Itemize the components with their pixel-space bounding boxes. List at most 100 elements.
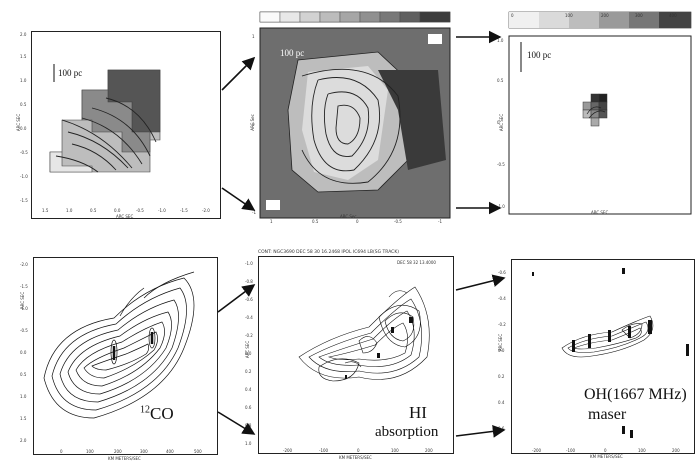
x-tick: -1.0 — [158, 208, 166, 213]
arrow-top-left-to-middle-down — [221, 187, 256, 211]
x-tick: -0.5 — [136, 208, 144, 213]
y-tick: -0.2 — [245, 333, 253, 338]
colorbar-tick: 0 — [511, 13, 514, 18]
y-tick: -0.5 — [20, 328, 28, 333]
x-tick: -100 — [566, 448, 576, 453]
x-tick: 200 — [672, 448, 680, 453]
y-tick: -0.8 — [245, 279, 253, 284]
y-tick: -1.0 — [497, 204, 505, 209]
y-tick: 0.8 — [245, 423, 252, 428]
y-tick: -0.6 — [498, 270, 506, 275]
y-tick: 0 — [252, 122, 255, 127]
x-tick: 0 — [357, 448, 360, 453]
x-tick: 200 — [425, 448, 433, 453]
x-tick: 100 — [391, 448, 399, 453]
x-axis-label: ARC Sec — [340, 214, 357, 219]
x-tick: 0 — [356, 219, 359, 224]
x-tick: -1.5 — [180, 208, 188, 213]
y-tick: 0.0 — [20, 126, 27, 131]
top-right-map — [508, 11, 692, 215]
x-tick: 1 — [270, 219, 273, 224]
y-tick: 0.0 — [245, 351, 252, 356]
y-tick: 1.5 — [20, 416, 27, 421]
scale-label: 100 pc — [527, 50, 552, 60]
scale-label: 100 pc — [280, 48, 305, 58]
x-tick: 100 — [638, 448, 646, 453]
y-tick: 0.0 — [498, 348, 505, 353]
x-axis-label: KM METERS/SEC — [339, 455, 372, 460]
x-axis-label: ARC SEC — [116, 214, 134, 219]
arrow-top-left-to-middle-up — [221, 56, 256, 91]
colorbar-tick: 400 — [669, 13, 677, 18]
x-tick: 100 — [86, 449, 94, 454]
y-tick: -0.5 — [20, 150, 28, 155]
header-text: CONT: NGC3690 DEC 58 30 16.2468 IPOL IC6… — [258, 250, 400, 255]
co-label-superscript: 12 — [140, 404, 150, 416]
arrow-bottom-middle-to-right-down — [455, 425, 506, 438]
x-axis-label: ARC SEC — [591, 210, 609, 215]
x-axis-label: KM METERS/SEC — [590, 454, 623, 459]
y-tick: -0.5 — [497, 162, 505, 167]
y-tick: 1 — [252, 34, 255, 39]
hi-label-line2: absorption — [375, 424, 439, 440]
y-tick: -0.6 — [245, 297, 253, 302]
x-tick: -200 — [532, 448, 542, 453]
y-tick: 0 — [497, 120, 500, 125]
hi-contour-plot — [298, 286, 430, 382]
oh-label-line2: maser — [588, 406, 627, 423]
y-tick: 1.0 — [245, 441, 252, 446]
top-middle-map — [259, 11, 451, 219]
x-tick: 500 — [194, 449, 202, 454]
x-tick: -100 — [319, 448, 329, 453]
x-tick: 200 — [114, 449, 122, 454]
hi-label-line1: HI — [409, 403, 427, 422]
scale-label: 100 pc — [58, 68, 83, 78]
y-tick: 2.0 — [20, 32, 27, 37]
y-tick: 0.4 — [498, 400, 505, 405]
corner-text: DEC 58 32 13.4000 — [397, 260, 436, 265]
panel-bottom-middle: DEC 58 32 13.4000 HI absorption KM METER… — [245, 256, 454, 460]
x-tick: 1.0 — [66, 208, 73, 213]
y-tick: 0.5 — [20, 372, 27, 377]
top-left-map — [49, 64, 161, 173]
oh-label-line1: OH(1667 MHz) — [584, 386, 687, 403]
x-tick: -1 — [438, 219, 442, 224]
x-tick: 0.5 — [312, 219, 319, 224]
x-tick: -200 — [283, 448, 293, 453]
x-tick: 0.5 — [90, 208, 97, 213]
y-tick: 0.6 — [245, 405, 252, 410]
x-tick: -2.0 — [202, 208, 210, 213]
y-tick: 0.2 — [498, 374, 505, 379]
colorbar-tick: 100 — [565, 13, 573, 18]
y-tick: -0.2 — [498, 322, 506, 327]
y-tick: 1.5 — [20, 54, 27, 59]
x-tick: -0.5 — [394, 219, 402, 224]
y-tick: 0.6 — [498, 426, 505, 431]
y-tick: -1.5 — [20, 284, 28, 289]
co-label: 12CO — [140, 404, 174, 424]
y-tick: 1.0 — [20, 78, 27, 83]
panel-top-right: 0 100 200 300 400 100 pc ARC SEC ARC SEC… — [497, 10, 693, 218]
panel-bottom-right: OH(1667 MHz) maser KM METERS/SEC ARC SEC… — [498, 259, 695, 459]
x-tick: 0 — [604, 448, 607, 453]
x-tick: 0.0 — [114, 208, 121, 213]
x-tick: 0 — [60, 449, 63, 454]
y-tick: 1.0 — [20, 394, 27, 399]
panel-top-middle: 100 pc 1 0.5 0 -0.5 -1 ARC Sec ARC Sec 1… — [250, 10, 452, 226]
y-tick: -1.5 — [20, 198, 28, 203]
colorbar-tick: 300 — [635, 13, 643, 18]
y-tick: -1.0 — [20, 306, 28, 311]
co-contour-plot — [43, 271, 195, 419]
y-tick: 0.4 — [245, 387, 252, 392]
y-tick: 0.2 — [245, 369, 252, 374]
y-tick: -1.0 — [245, 261, 253, 266]
x-tick: 300 — [140, 449, 148, 454]
y-tick: 0.5 — [20, 102, 27, 107]
x-tick: 400 — [166, 449, 174, 454]
panel-top-left: 100 pc ARC SEC ARC SEC 1.5 1.0 0.5 0.0 -… — [16, 31, 221, 219]
y-tick: -2.0 — [20, 262, 28, 267]
x-tick: 1.5 — [42, 208, 49, 213]
y-tick: 2.0 — [20, 438, 27, 443]
colorbar-tick: 200 — [601, 13, 609, 18]
y-tick: -0.4 — [498, 296, 506, 301]
